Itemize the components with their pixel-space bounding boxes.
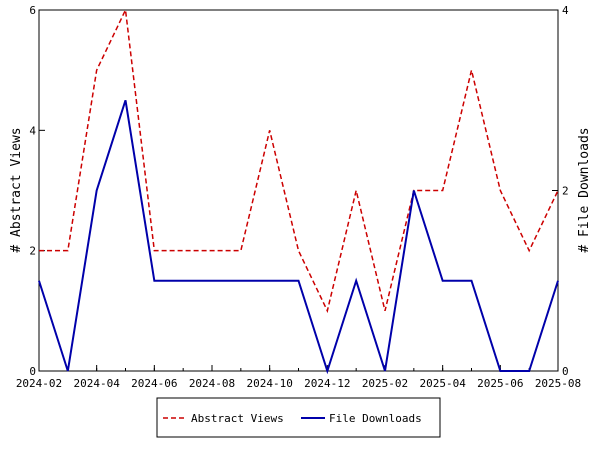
x-tick-label: 2024-10 — [246, 377, 292, 390]
y-tick-label: 0 — [29, 365, 36, 378]
y-tick-label: 6 — [29, 4, 36, 17]
x-tick-label: 2025-04 — [419, 377, 466, 390]
y-tick-label: 4 — [29, 124, 36, 137]
legend — [156, 397, 441, 438]
x-tick-label: 2024-06 — [131, 377, 177, 390]
x-tick-label: 2024-08 — [189, 377, 235, 390]
series-line — [39, 7, 559, 314]
y2-tick-label: 2 — [562, 185, 569, 198]
y-tick-label: 2 — [29, 245, 36, 258]
x-tick-label: 2025-08 — [535, 377, 581, 390]
x-tick-label: 2024-02 — [16, 377, 62, 390]
y-axis-title: # Abstract Views — [9, 127, 24, 252]
series-line — [38, 99, 559, 375]
plot-frame — [38, 9, 559, 372]
x-tick-label: 2024-04 — [73, 377, 120, 390]
y2-axis-title: # File Downloads — [577, 127, 592, 252]
x-tick-label: 2025-06 — [477, 377, 523, 390]
x-tick-label: 2024-12 — [304, 377, 350, 390]
legend-label: Abstract Views — [191, 412, 284, 425]
legend-label: File Downloads — [329, 412, 422, 425]
y2-tick-label: 0 — [562, 365, 569, 378]
x-tick-label: 2025-02 — [362, 377, 408, 390]
y2-tick-label: 4 — [562, 4, 569, 17]
